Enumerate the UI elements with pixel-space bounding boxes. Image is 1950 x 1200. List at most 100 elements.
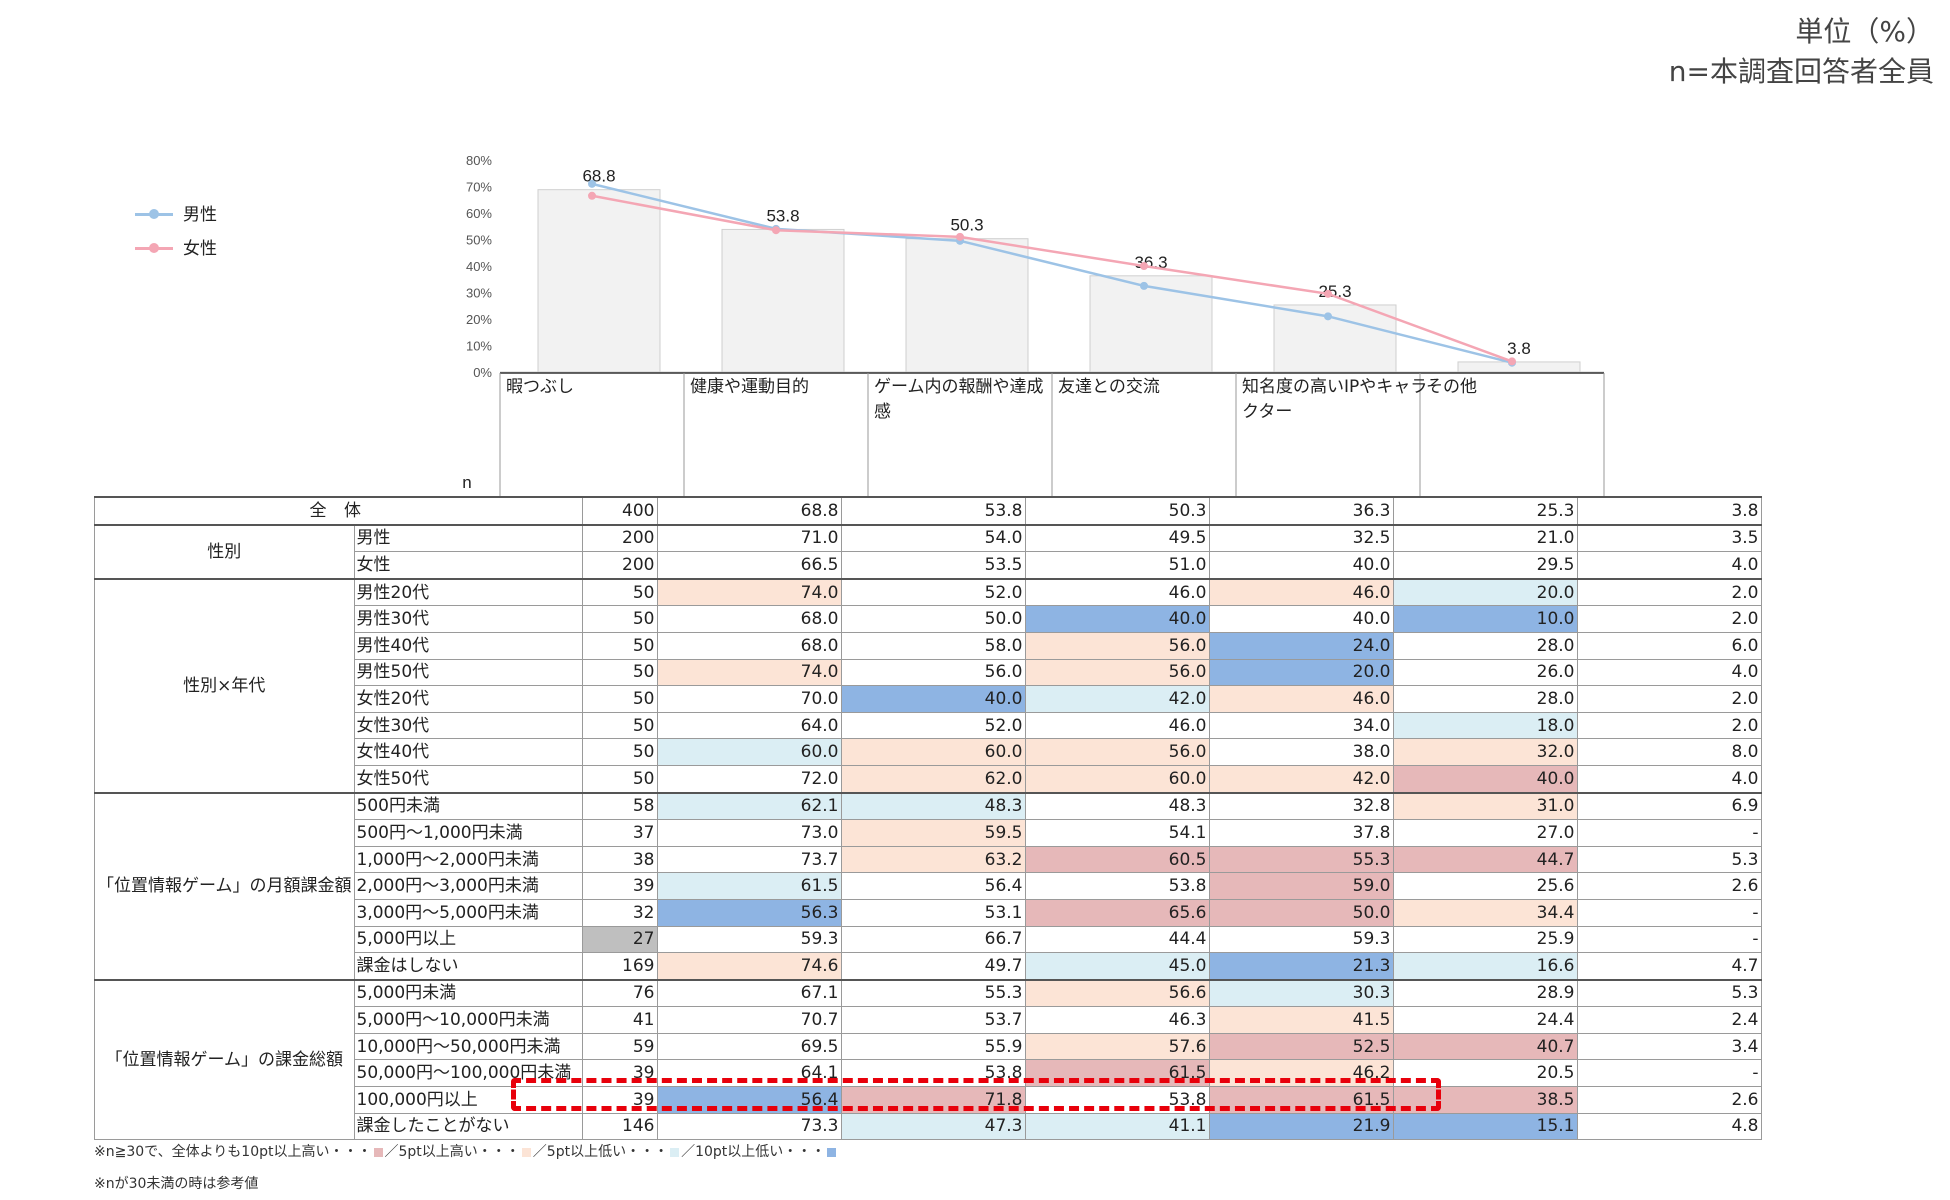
bar-value-label: 3.8	[1507, 339, 1531, 358]
reference-note: ※nが30未満の時は参考値	[94, 1176, 259, 1192]
value-cell: 41.1	[1024, 1112, 1210, 1141]
value-cell: 68.0	[656, 631, 842, 660]
table-notes: ※n≧30で、全体よりも10pt以上高い・・・ ／5pt以上高い・・・ ／5pt以上…	[94, 1136, 838, 1200]
legend-marker-icon	[149, 209, 159, 219]
row-label: 男性50代	[353, 658, 583, 687]
cross-tab-table: 全 体 400 68.8 53.8 50.3 36.3 25.3 3.8 性別 男性 200 71.0…	[94, 496, 1762, 1141]
n-cell: 146	[581, 1112, 658, 1141]
value-cell: 64.0	[656, 711, 842, 740]
value-cell: 45.0	[1024, 952, 1210, 981]
value-cell: 4.8	[1576, 1112, 1762, 1141]
n-cell: 50	[581, 711, 658, 740]
value-cell: -	[1576, 1059, 1762, 1088]
value-cell: 21.0	[1392, 523, 1578, 553]
value-cell: 32.5	[1208, 523, 1394, 553]
value-cell: 49.7	[840, 952, 1026, 981]
chart-legend: 男性 女性	[135, 200, 217, 268]
category-label: 暇つぶし	[506, 377, 574, 397]
value-cell: 60.0	[656, 738, 842, 766]
n-cell: 200	[581, 523, 658, 553]
table-row: 女性20代 50 70.0 40.0 42.0 46.0 28.0 2.0	[95, 685, 1762, 713]
value-cell: 40.0	[1208, 551, 1394, 580]
unit-note: 単位（%） n=本調査回答者全員	[1669, 12, 1934, 92]
row-label: 500円～1,000円未満	[353, 819, 583, 847]
value-cell: 73.7	[656, 845, 842, 874]
value-cell: 2.6	[1576, 872, 1762, 900]
value-cell: 4.0	[1576, 658, 1762, 687]
bar	[1089, 275, 1213, 373]
row-label: 5,000円未満	[353, 978, 583, 1008]
value-cell: 32.8	[1208, 791, 1394, 821]
series-point	[956, 232, 964, 241]
value-cell: 37.8	[1208, 819, 1394, 847]
row-label: 課金はしない	[353, 952, 583, 981]
value-cell: 50.0	[1208, 898, 1394, 927]
value-cell: 56.3	[656, 898, 842, 927]
value-cell: 2.0	[1576, 711, 1762, 740]
note-part: ／5pt以上低い・・・	[532, 1144, 669, 1160]
table-row: 「位置情報ゲーム」の月額課金額 500円未満 58 62.1 48.3 48.3 32.8 3…	[94, 791, 1762, 981]
total-label: 全 体	[94, 496, 583, 526]
value-cell: 51.0	[1024, 551, 1210, 580]
value-cell: 50.3	[1024, 496, 1210, 526]
category-label: その他	[1426, 377, 1477, 397]
bar	[905, 238, 1029, 373]
n-cell: 50	[581, 685, 658, 713]
value-cell: 24.0	[1208, 631, 1394, 660]
n-cell: 59	[581, 1032, 658, 1061]
table-row: 500円～1,000円未満 37 73.0 59.5 54.1 37.8 27.0-	[95, 819, 1762, 847]
value-cell: 2.0	[1576, 685, 1762, 713]
value-cell: 67.1	[656, 978, 842, 1008]
value-cell: 53.5	[840, 551, 1026, 580]
group-label: 「位置情報ゲーム」の月額課金額	[94, 791, 355, 981]
table-row: 性別×年代 男性20代 50 74.0 52.0 46.0 46.0 20.0 2.0	[94, 577, 1762, 794]
legend-marker-icon	[149, 243, 159, 253]
value-cell: 52.5	[1208, 1032, 1394, 1061]
y-tick-label: 70%	[466, 180, 492, 195]
row-label: 女性20代	[353, 685, 583, 713]
value-cell: 74.6	[656, 952, 842, 981]
row-label: 男性30代	[353, 605, 583, 633]
value-cell: 48.3	[840, 791, 1026, 821]
value-cell: 29.5	[1392, 551, 1578, 580]
row-label: 男性40代	[353, 631, 583, 660]
value-cell: 46.0	[1024, 577, 1210, 607]
n-cell: 27	[581, 925, 658, 954]
value-cell: 21.9	[1208, 1112, 1394, 1141]
row-label: 女性30代	[353, 711, 583, 740]
n-cell: 50	[581, 631, 658, 660]
value-cell: 56.0	[840, 658, 1026, 687]
value-cell: 52.0	[840, 577, 1026, 607]
value-cell: -	[1576, 819, 1762, 847]
value-cell: 2.0	[1576, 605, 1762, 633]
y-tick-label: 50%	[466, 233, 492, 248]
value-cell: 57.6	[1024, 1032, 1210, 1061]
n-cell: 39	[581, 872, 658, 900]
value-cell: 46.3	[1024, 1006, 1210, 1034]
value-cell: 44.4	[1024, 925, 1210, 954]
value-cell: 53.8	[840, 496, 1026, 526]
value-cell: 28.9	[1392, 978, 1578, 1008]
table-row: 10,000円～50,000円未満 59 69.5 55.9 57.6 52.5 40.7 3…	[95, 1032, 1762, 1061]
value-cell: 25.6	[1392, 872, 1578, 900]
value-cell: 59.5	[840, 819, 1026, 847]
value-cell: 53.1	[840, 898, 1026, 927]
n-cell: 50	[581, 658, 658, 687]
series-line	[591, 182, 1513, 364]
value-cell: 40.0	[1392, 764, 1578, 794]
value-cell: 40.7	[1392, 1032, 1578, 1061]
value-cell: 6.9	[1576, 791, 1762, 821]
value-cell: 55.3	[1208, 845, 1394, 874]
y-tick-label: 20%	[466, 312, 492, 327]
value-cell: 61.5	[656, 872, 842, 900]
row-label: 男性	[353, 523, 583, 553]
row-label: 1,000円～2,000円未満	[353, 845, 583, 874]
value-cell: 8.0	[1576, 738, 1762, 766]
value-cell: 62.1	[656, 791, 842, 821]
legend-label: 男性	[183, 205, 217, 225]
category-label: 感	[874, 402, 891, 422]
value-cell: -	[1576, 898, 1762, 927]
n-cell: 76	[581, 978, 658, 1008]
value-cell: 2.4	[1576, 1006, 1762, 1034]
value-cell: 55.3	[840, 978, 1026, 1008]
